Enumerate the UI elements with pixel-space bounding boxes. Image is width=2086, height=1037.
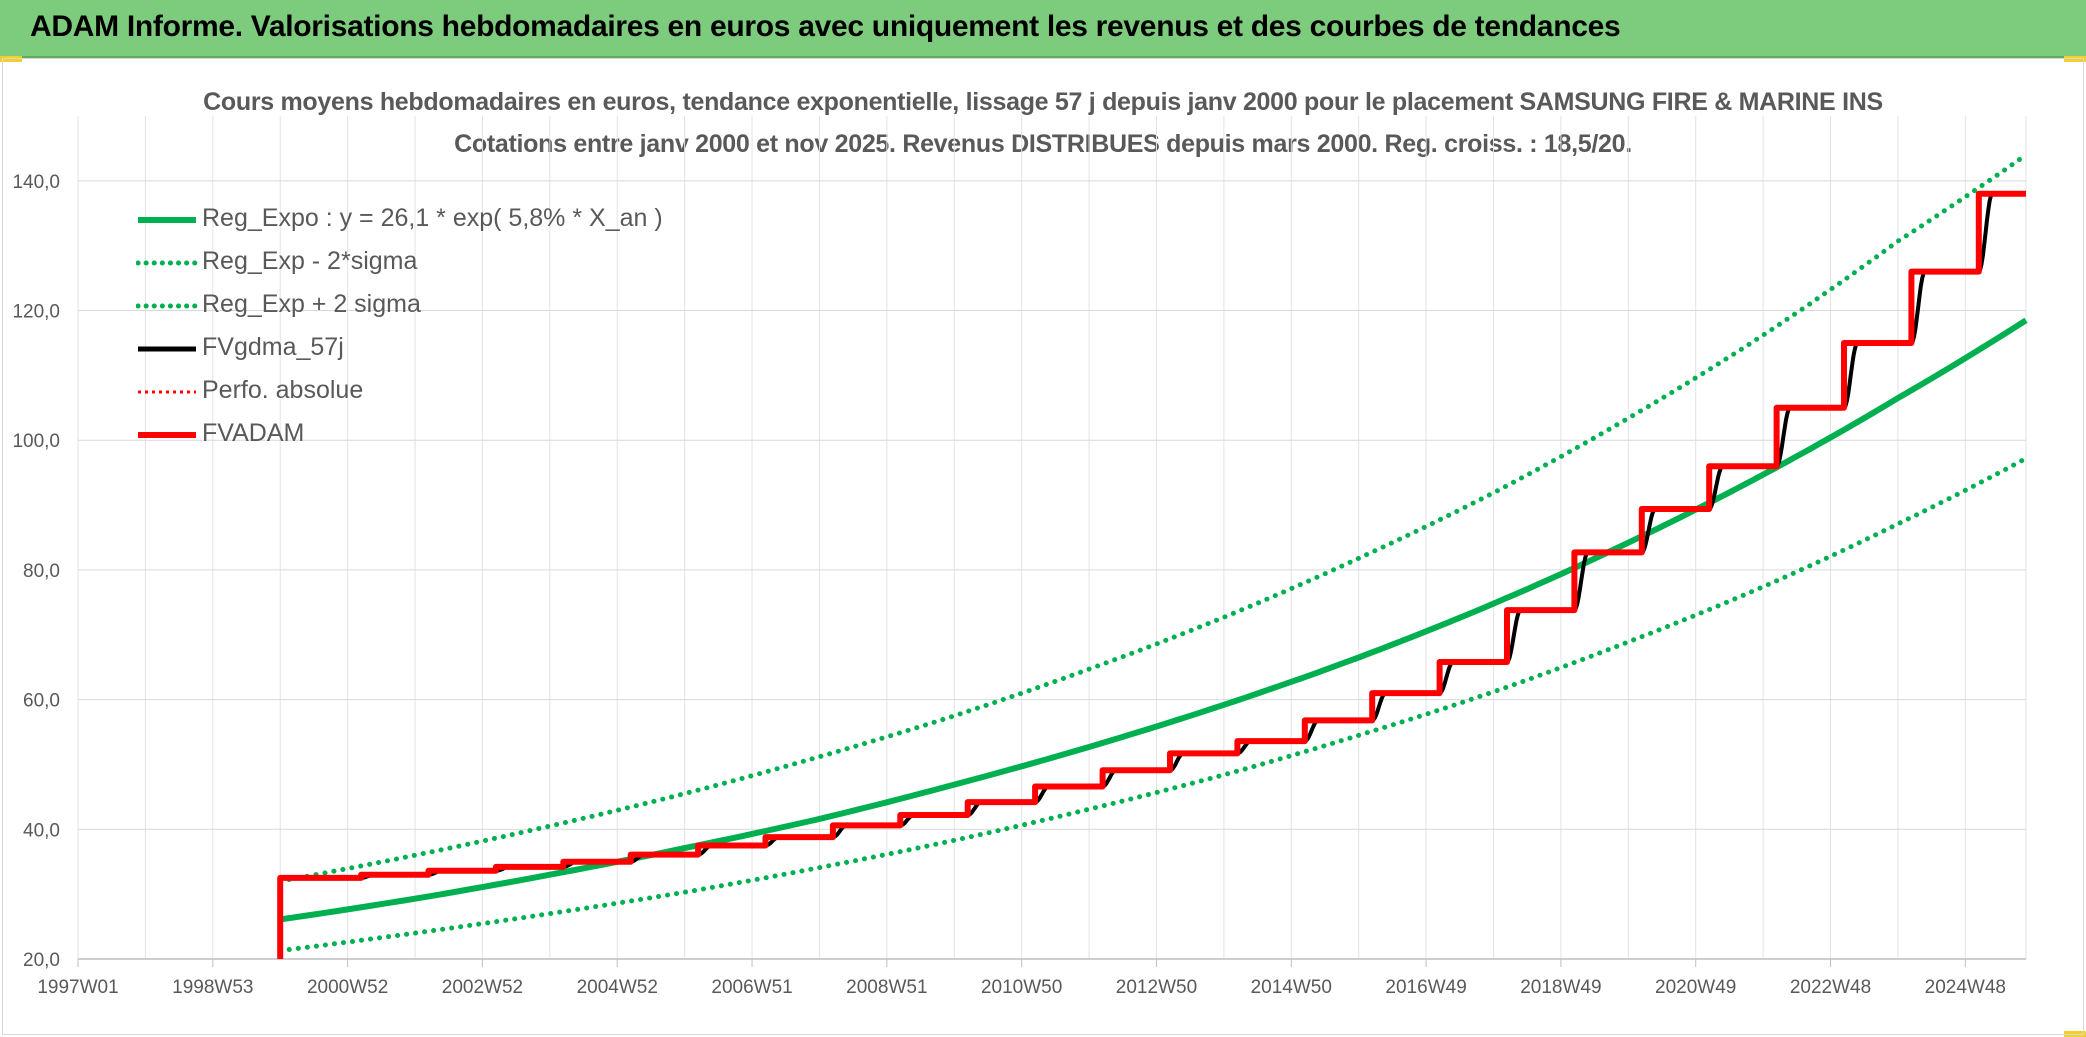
x-tick-label: 1998W53	[172, 977, 253, 998]
x-tick-label: 2016W49	[1385, 977, 1466, 998]
x-tick-label: 2012W50	[1116, 977, 1197, 998]
legend-label: Reg_Expo : y = 26,1 * exp( 5,8% * X_an )	[202, 204, 663, 232]
chart-frame	[2, 58, 2084, 1035]
x-tick-label: 2020W49	[1655, 977, 1736, 998]
grid	[77, 116, 2027, 967]
series-line-reg-exp-2-sigma	[277, 455, 2029, 954]
x-tick-label: 2018W49	[1520, 977, 1601, 998]
y-tick-label: 40,0	[23, 820, 60, 841]
legend-item-fvgdma: FVgdma_57j	[136, 329, 696, 369]
report-title: ADAM Informe. Valorisations hebdomadaire…	[30, 10, 1621, 43]
corner-mark-right	[2064, 56, 2086, 62]
x-tick-label: 2006W51	[711, 977, 792, 998]
x-tick-label: 1997W01	[37, 977, 118, 998]
y-tick-label: 60,0	[23, 691, 60, 712]
x-tick-label: 2002W52	[442, 977, 523, 998]
y-tick-label: 80,0	[23, 561, 60, 582]
series-line-reg-expo-y-26-1-exp-5-8-x-an	[279, 317, 2028, 923]
legend-label: FVgdma_57j	[202, 333, 344, 361]
x-tick-label: 2010W50	[981, 977, 1062, 998]
x-tick-label: 2000W52	[307, 977, 388, 998]
y-tick-label: 140,0	[12, 172, 60, 193]
legend-item-reg-expo: Reg_Expo : y = 26,1 * exp( 5,8% * X_an )	[136, 200, 696, 240]
legend-item-reg-exp-minus: Reg_Exp - 2*sigma	[136, 243, 696, 283]
legend-label: Reg_Exp + 2 sigma	[202, 290, 421, 318]
corner-mark-left	[0, 56, 22, 62]
chart-title: Cours moyens hebdomadaires en euros, ten…	[203, 88, 1883, 116]
series-line-reg-exp-2-sigma	[277, 152, 2029, 884]
legend-label: Reg_Exp - 2*sigma	[202, 247, 418, 275]
x-tick-label: 2022W48	[1790, 977, 1871, 998]
x-tick-label: 2024W48	[1925, 977, 2006, 998]
legend-label: FVADAM	[202, 419, 305, 447]
y-tick-label: 120,0	[12, 302, 60, 323]
series-layer	[277, 152, 2029, 959]
x-tick-label: 2008W51	[846, 977, 927, 998]
legend-item-reg-exp-plus: Reg_Exp + 2 sigma	[136, 286, 696, 326]
axis-ticks: 20,0 40,0 60,0 80,0 100,0 120,0 140,0 1997W01 19…	[12, 172, 2006, 998]
y-tick-label: 20,0	[23, 950, 60, 971]
x-tick-label: 2014W50	[1251, 977, 1332, 998]
legend-item-fvadam: FVADAM	[136, 415, 696, 455]
legend-item-perfo-absolue: Perfo. absolue	[136, 372, 696, 412]
legend-label: Perfo. absolue	[202, 376, 364, 404]
chart-subtitle: Cotations entre janv 2000 et nov 2025. R…	[454, 130, 1632, 158]
report-banner: ADAM Informe. Valorisations hebdomadaire…	[0, 0, 2086, 58]
series-line-fvadam	[277, 190, 2026, 959]
y-tick-label: 100,0	[12, 431, 60, 452]
x-tick-label: 2004W52	[577, 977, 658, 998]
